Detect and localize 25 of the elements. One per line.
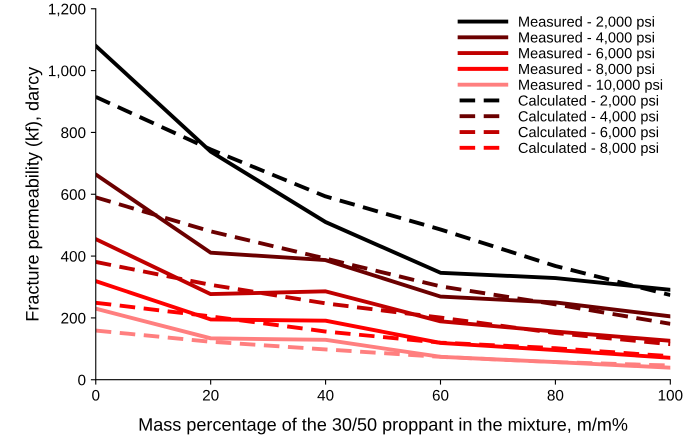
y-tick-label: 400 — [60, 250, 86, 262]
legend-label: Measured - 6,000 psi — [519, 48, 654, 62]
x-tick-label: 0 — [92, 390, 100, 401]
legend-label: Calculated - 8,000 psi — [518, 142, 658, 156]
x-tick-label: 20 — [202, 390, 219, 401]
y-tick-label: 1,200 — [48, 4, 86, 16]
legend-label: Calculated - 4,000 psi — [518, 110, 658, 124]
y-tick-label: 600 — [61, 189, 86, 200]
x-tick-label: 60 — [432, 390, 448, 401]
y-tick-label: 0 — [78, 374, 86, 386]
legend-label: Calculated - 2,000 psi — [518, 94, 658, 109]
y-tick-label: 200 — [61, 312, 86, 324]
x-tick-label: 100 — [658, 390, 682, 401]
legend-label: Measured - 4,000 psi — [519, 32, 654, 46]
legend-label: Measured - 2,000 psi — [519, 16, 654, 30]
legend-label: Measured - 10,000 psi — [519, 79, 662, 93]
y-tick-label: 1,000 — [48, 65, 86, 78]
y-tick-label: 800 — [61, 127, 86, 138]
legend-label: Measured - 8,000 psi — [519, 63, 654, 78]
x-tick-label: 40 — [317, 390, 334, 401]
legend-label: Calculated - 6,000 psi — [518, 126, 658, 140]
line-series — [96, 237, 670, 343]
x-axis-title: Mass percentage of the 30/50 proppant in the mixture, m/m% — [140, 418, 628, 434]
y-axis-title: Fracture permeability (kf), darcy — [25, 66, 42, 320]
x-tick-label: 80 — [548, 390, 564, 401]
